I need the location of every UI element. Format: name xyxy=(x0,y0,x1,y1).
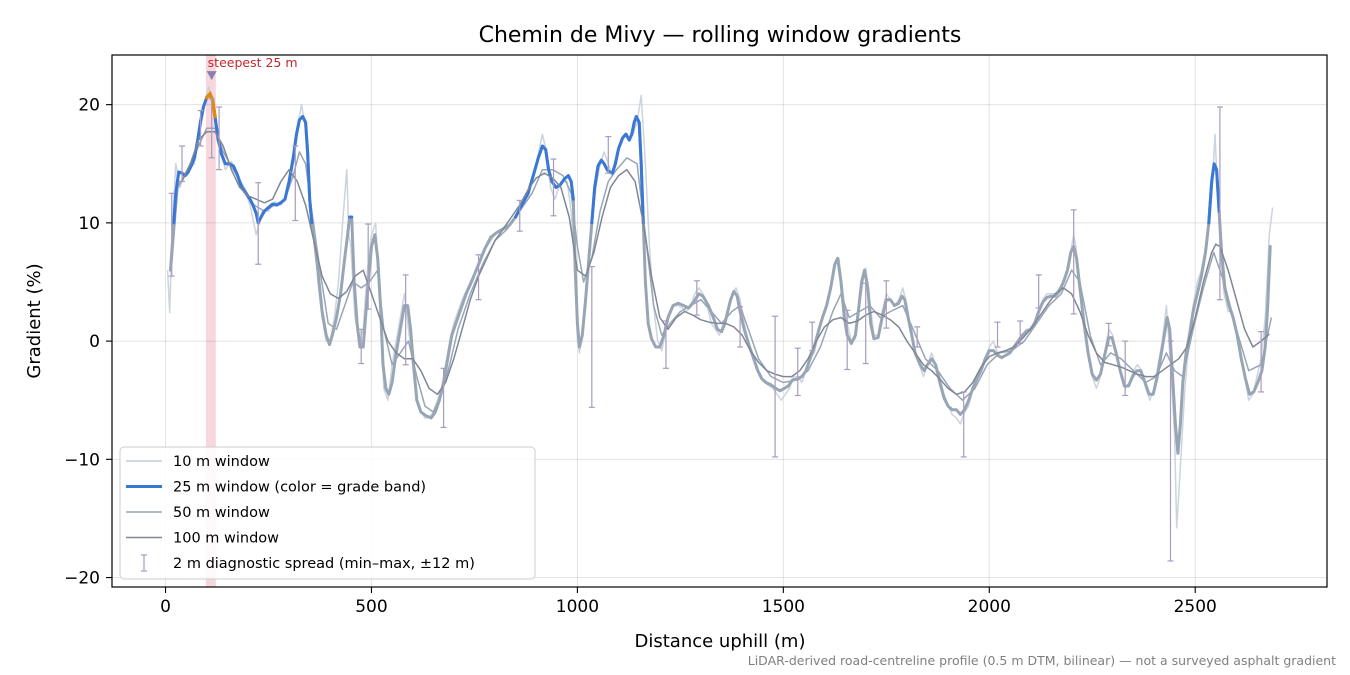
footnote: LiDAR-derived road-centreline profile (0… xyxy=(748,653,1336,668)
diagnostic-errorbar xyxy=(1017,320,1024,345)
diagnostic-errorbar xyxy=(994,321,1001,348)
legend-box xyxy=(119,446,536,580)
diagnostic-errorbar xyxy=(794,347,801,397)
x-tick-label: 1500 xyxy=(762,597,805,617)
diagnostic-errorbar xyxy=(292,145,299,222)
legend-item-25m: 25 m window (color = grade band) xyxy=(126,480,426,496)
diagnostic-errorbar xyxy=(1167,340,1174,562)
diagnostic-errorbar xyxy=(168,192,175,277)
diagnostic-errorbar xyxy=(208,98,215,159)
legend-label: 10 m window xyxy=(173,454,270,470)
x-tick-label: 2500 xyxy=(1174,597,1217,617)
y-tick-label: 20 xyxy=(78,96,100,116)
legend-label: 2 m diagnostic spread (min–max, ±12 m) xyxy=(173,556,475,572)
diagnostic-errorbar xyxy=(1122,340,1129,397)
steepest-annotation: steepest 25 m xyxy=(208,55,298,70)
x-axis-label: Distance uphill (m) xyxy=(635,631,806,652)
steepest-segment-band xyxy=(205,55,216,587)
diagnostic-errorbar xyxy=(550,158,557,217)
series-25m-steep-segment xyxy=(590,115,645,225)
y-tick-label: −10 xyxy=(64,450,100,470)
steepest-marker-icon xyxy=(206,71,217,81)
diagnostic-errorbar xyxy=(809,321,816,352)
diagnostic-errorbar xyxy=(862,282,869,365)
diagnostic-errorbar xyxy=(1035,274,1042,309)
y-tick-label: 0 xyxy=(89,332,100,352)
diagnostic-errorbar xyxy=(197,109,204,147)
diagnostic-errorbar xyxy=(588,266,595,408)
diagnostic-errorbar xyxy=(662,320,669,369)
legend-label: 25 m window (color = grade band) xyxy=(173,480,426,496)
diagnostic-errorbar xyxy=(255,182,262,265)
diagnostic-errorbar xyxy=(1258,331,1265,393)
series-25m-steep-segment xyxy=(1207,162,1221,225)
diagnostic-errorbar xyxy=(693,280,700,316)
chart-title: Chemin de Mivy — rolling window gradient… xyxy=(479,23,962,48)
diagnostic-errorbar xyxy=(365,223,372,310)
diagnostic-errorbar xyxy=(179,145,186,183)
series-25m-max-segment xyxy=(204,90,217,119)
diagnostic-errorbar xyxy=(402,274,409,366)
diagnostic-errorbar xyxy=(914,326,921,348)
diagnostic-errorbar xyxy=(440,367,447,428)
y-tick-label: 10 xyxy=(78,214,100,234)
diagnostic-errorbar xyxy=(960,391,967,458)
diagnostic-errorbar xyxy=(475,254,482,301)
diagnostic-errorbar xyxy=(1070,209,1077,315)
x-tick-label: 500 xyxy=(355,597,387,617)
diagnostic-errorbar xyxy=(216,106,223,171)
diagnostic-errorbar xyxy=(605,135,612,174)
legend-item-50m: 50 m window xyxy=(126,505,270,521)
legend: 10 m window 25 m window (color = grade ba… xyxy=(119,446,536,580)
legend-item-10m: 10 m window xyxy=(126,454,270,470)
diagnostic-errorbar xyxy=(737,306,744,348)
legend-label: 50 m window xyxy=(173,505,270,521)
diagnostic-errorbar xyxy=(1216,106,1223,301)
x-tick-label: 2000 xyxy=(968,597,1011,617)
legend-item-100m: 100 m window xyxy=(126,531,279,547)
diagnostic-errorbar xyxy=(516,199,523,232)
legend-label: 100 m window xyxy=(173,531,279,547)
series-25m-steep-segment xyxy=(172,92,314,225)
plot-frame xyxy=(111,54,1328,588)
diagnostic-errorbar xyxy=(844,309,851,371)
diagnostic-errorbar xyxy=(358,328,365,365)
diagnostic-errorbar xyxy=(1105,322,1112,347)
diagnostic-errorbar xyxy=(883,280,890,329)
legend-item-errorbar: 2 m diagnostic spread (min–max, ±12 m) xyxy=(141,554,475,572)
diagnostic-errorbar xyxy=(772,315,779,458)
y-axis-label: Gradient (%) xyxy=(24,263,45,378)
series-25m-line xyxy=(169,92,1272,455)
x-tick-label: 0 xyxy=(160,597,171,617)
y-tick-label: −20 xyxy=(64,569,100,589)
x-tick-label: 1000 xyxy=(556,597,599,617)
series-100m-line xyxy=(181,131,1270,396)
series-50m-line xyxy=(170,127,1273,413)
